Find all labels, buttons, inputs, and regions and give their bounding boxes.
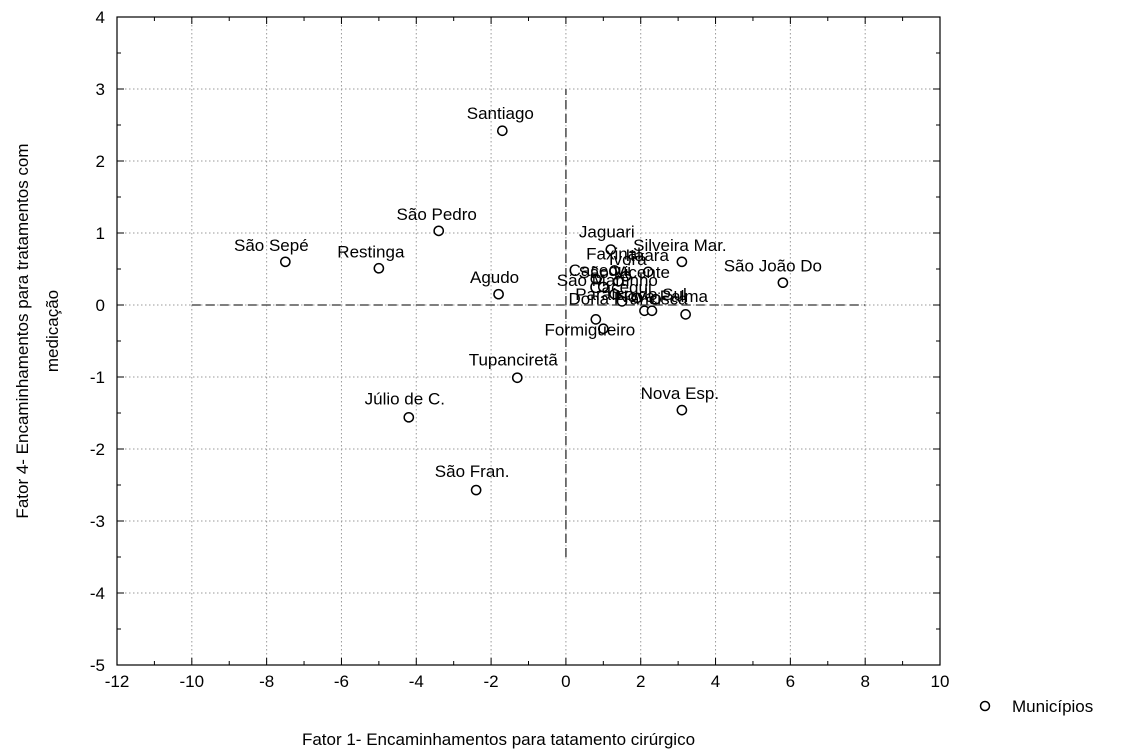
x-tick-label: -2	[484, 672, 499, 691]
point-label: Júlio de C.	[365, 389, 445, 408]
point-label: São Fran.	[435, 462, 510, 481]
x-tick-label: 0	[561, 672, 570, 691]
point-label: Agudo	[470, 268, 519, 287]
y-tick-label: 1	[96, 224, 105, 243]
data-point	[609, 288, 620, 300]
legend-marker	[979, 700, 991, 712]
data-point	[680, 309, 691, 320]
y-tick-label: -1	[90, 368, 105, 387]
y-tick-label: 0	[96, 296, 105, 315]
data-point	[470, 484, 482, 496]
data-point	[616, 296, 628, 307]
data-point	[631, 292, 643, 304]
point-label: Nova Esp.	[641, 384, 719, 403]
data-point	[612, 275, 624, 287]
data-point	[609, 265, 620, 276]
point-label: Santiago	[467, 104, 534, 123]
data-points	[279, 125, 789, 496]
x-tick-label: -4	[409, 672, 424, 691]
data-point	[590, 273, 602, 285]
x-tick-label: -8	[259, 672, 274, 691]
y-tick-label: -4	[90, 584, 105, 603]
data-point	[676, 256, 688, 268]
legend: Municípios	[979, 697, 1093, 716]
point-label: São João Do	[724, 257, 822, 276]
x-tick-label: -6	[334, 672, 349, 691]
point-label: Tupanciretã	[469, 351, 559, 370]
data-point	[777, 277, 789, 289]
data-point	[373, 262, 385, 274]
x-tick-label: 2	[636, 672, 645, 691]
data-point	[279, 256, 291, 268]
point-labels: Santiago São Pedro São Sepé Restinga Agudo Ja…	[234, 104, 822, 481]
point-label: Faxinal	[586, 244, 641, 263]
data-point	[605, 244, 617, 255]
point-label: Cacequi	[589, 278, 651, 297]
point-label: Silveira Mar.	[633, 236, 727, 255]
data-point	[650, 293, 662, 305]
data-point	[511, 372, 523, 384]
data-point	[496, 125, 508, 137]
point-label: São Martinho	[557, 271, 658, 290]
point-label: Dona Francisca	[568, 289, 688, 308]
x-tick-label: 10	[931, 672, 950, 691]
data-point	[403, 411, 415, 423]
point-label: Restinga	[337, 242, 405, 261]
data-point	[433, 225, 445, 237]
y-tick-label: -3	[90, 512, 105, 531]
point-label: Itaara	[625, 246, 669, 265]
y-tick-label: 2	[96, 152, 105, 171]
point-label: Paraíso do Sul	[575, 285, 687, 304]
data-point	[590, 314, 602, 325]
y-tick-label: -2	[90, 440, 105, 459]
data-point	[646, 305, 658, 317]
reference-lines	[191, 89, 866, 557]
point-label: São Vicente	[579, 263, 670, 282]
data-point	[620, 270, 632, 282]
y-tick-label: 4	[96, 8, 105, 27]
data-point	[597, 323, 609, 335]
data-point	[676, 404, 688, 416]
y-tick-label: -5	[90, 656, 105, 675]
point-label: São Sepé	[234, 236, 309, 255]
point-label: Nova Palma	[615, 287, 708, 306]
x-tick-label: -10	[180, 672, 205, 691]
x-axis-title: Fator 1- Encaminhamentos para tatamento …	[302, 730, 695, 749]
point-label: Jaguari	[579, 223, 635, 242]
data-point	[493, 288, 504, 300]
point-label: Ivorá	[609, 250, 647, 269]
x-tick-label: 8	[860, 672, 869, 691]
point-label: Cacequi	[569, 261, 631, 280]
legend-label: Municípios	[1012, 697, 1093, 716]
point-label: Formigueiro	[544, 320, 635, 339]
data-point	[642, 266, 654, 278]
point-label: São Pedro	[397, 205, 477, 224]
y-tick-label: 3	[96, 80, 105, 99]
x-tick-label: -12	[105, 672, 130, 691]
data-point	[597, 281, 609, 293]
x-tick-label: 6	[786, 672, 795, 691]
y-axis-title-line2: medicação	[43, 290, 62, 372]
x-tick-label: 4	[711, 672, 720, 691]
y-axis-title-line1: Fator 4- Encaminhamentos para tratamento…	[13, 143, 32, 518]
